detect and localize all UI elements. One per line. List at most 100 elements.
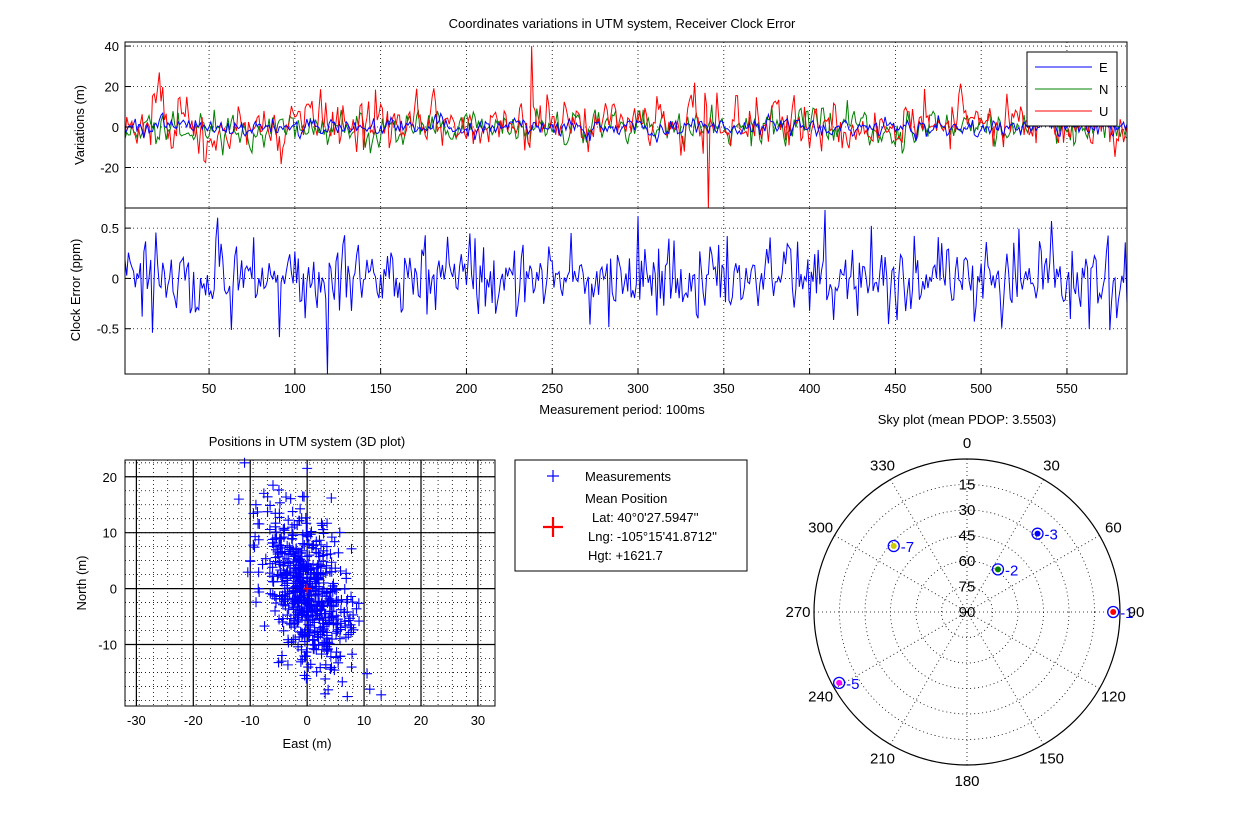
y-tick-label: -20 [100,161,119,176]
y-tick-label: 20 [105,80,119,95]
measurement-point [286,546,297,557]
measurement-point [351,603,362,614]
measurement-point [279,525,290,536]
satellite-label: -3 [1045,527,1058,544]
x-tick-label: 250 [541,381,563,396]
satellite-dot [1110,609,1117,615]
measurement-point [317,586,328,597]
measurement-point [253,567,264,578]
measurement-point [262,506,273,517]
x-tick-label: 20 [414,713,428,728]
satellite-dot [836,679,843,686]
legend-measurements-label: Measurements [585,469,671,484]
measurement-point [273,657,284,668]
measurement-point [303,538,314,549]
x-tick-label: 550 [1056,381,1078,396]
x-tick-label: 0 [304,713,311,728]
measurement-point [301,647,312,658]
elevation-label: 30 [959,502,976,519]
measurement-point [270,518,281,529]
azimuth-spoke [966,611,1044,745]
measurement-point [299,539,310,550]
legend-mean-label: Mean Position [585,491,667,506]
x-tick-label: -20 [184,713,203,728]
variations-panel: -20 0 20 40 Variations (m) E N U [72,39,1128,209]
measurement-point [292,601,303,612]
measurement-point [296,545,307,556]
measurement-point [279,596,290,607]
measurement-point [294,632,305,643]
satellite-marker [1031,527,1044,540]
measurement-point [339,584,350,595]
measurement-point [320,673,331,684]
measurement-point [326,493,337,504]
measurement-point [335,651,346,662]
measurement-point [278,625,289,636]
measurement-point [283,637,294,648]
measurement-point [332,624,343,635]
satellite-dot [1034,530,1041,537]
azimuth-label: 210 [870,750,895,767]
x-tick-label: 50 [202,381,216,396]
measurement-point [376,689,387,700]
elevation-ring [864,509,1070,715]
y-tick-label: -10 [98,638,117,653]
clock-y-ticks: -0.5 0 0.5 [97,221,131,337]
measurement-point [331,652,342,663]
measurement-point [293,562,304,573]
measurement-point [250,499,261,510]
measurement-point [259,621,270,632]
x-tick-label: 150 [370,381,392,396]
measurement-point [346,543,357,554]
measurement-point [364,684,375,695]
measurement-point [318,556,329,567]
measurement-point [304,628,315,639]
azimuth-spoke [834,535,968,613]
measurement-point [327,597,338,608]
measurement-point [239,457,250,468]
measurement-point [260,553,271,564]
measurement-point [245,556,256,567]
measurement-point [318,638,329,649]
measurement-point [311,644,322,655]
measurement-point [270,527,281,538]
measurement-point [303,565,314,576]
measurement-point [306,591,317,602]
measurement-point [275,570,286,581]
azimuth-label: 30 [1043,458,1060,475]
measurement-point [315,662,326,673]
azimuth-label: 240 [808,689,833,706]
measurement-point [274,591,285,602]
satellite-label: -1 [1120,605,1133,622]
horizon-circle [813,458,1121,766]
elevation-label: 45 [959,528,976,545]
measurement-point [274,497,285,508]
measurement-point [276,593,287,604]
y-tick-label: 0.5 [101,221,119,236]
elevation-ring [915,560,1019,664]
satellite-label: -5 [846,676,859,693]
y-tick-label: 0 [112,271,119,286]
measurement-point [303,662,314,673]
variations-y-ticks: -20 0 20 40 [100,39,131,176]
azimuth-spoke [966,535,1100,613]
measurement-point [280,600,291,611]
satellite-dot [890,543,897,550]
measurement-point [340,632,351,643]
measurement-point [290,581,301,592]
measurement-point [295,626,306,637]
measurement-point [314,581,325,592]
measurement-point [305,563,316,574]
measurement-point [282,659,293,670]
measurement-point [353,598,364,609]
measurement-point [285,493,296,504]
measurement-point [248,508,259,519]
measurement-point [268,576,279,587]
measurement-point [306,563,317,574]
measurement-point [303,595,314,606]
skyplot-title: Sky plot (mean PDOP: 3.5503) [878,412,1056,427]
measurement-point [345,619,356,630]
measurement-point [314,535,325,546]
azimuth-label: 60 [1105,520,1122,537]
